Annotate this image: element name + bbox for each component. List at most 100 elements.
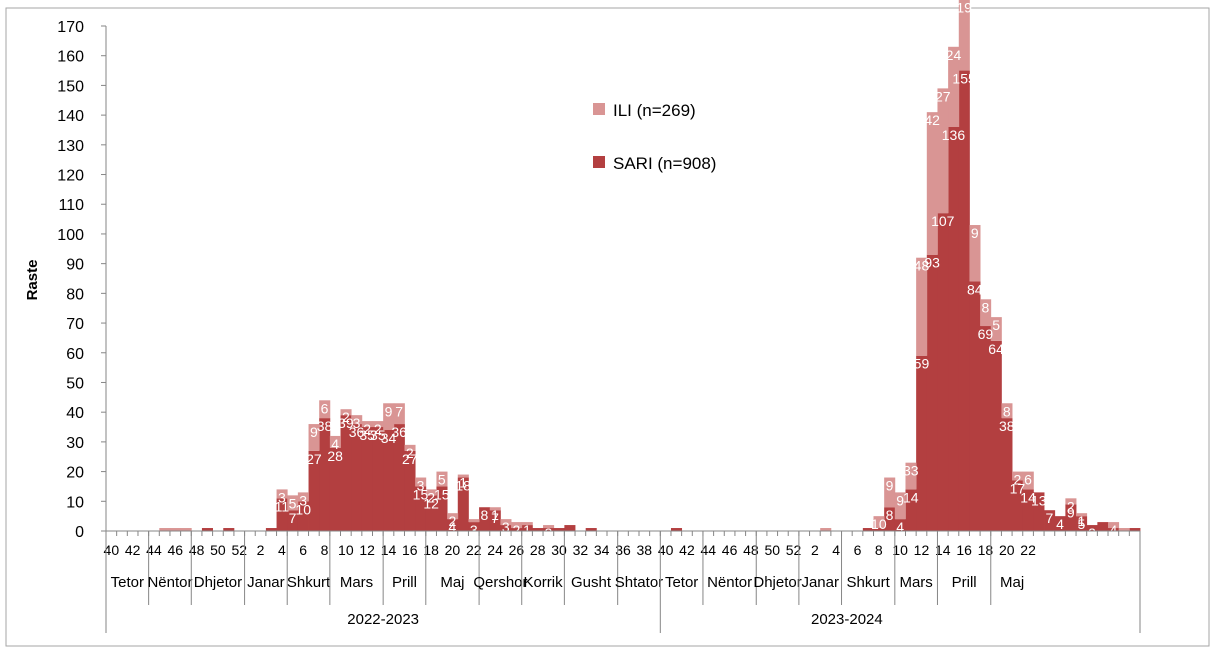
data-label-sari: 34: [381, 430, 397, 446]
month-label: Prill: [952, 574, 977, 591]
bar-ili: [916, 257, 928, 356]
data-label-ili: 2: [374, 421, 382, 437]
bar-ili: [990, 317, 1002, 341]
bar-ili: [468, 519, 480, 523]
bar-sari: [905, 489, 917, 531]
bar-sari: [489, 510, 501, 531]
week-tick-label: 42: [125, 542, 141, 558]
bar-sari: [1097, 522, 1109, 531]
data-label-sari: 7: [289, 510, 297, 526]
week-tick-label: 10: [892, 542, 908, 558]
data-label-sari: 155: [952, 71, 976, 87]
bar-ili: [500, 519, 512, 526]
bar-sari: [894, 519, 906, 531]
bar-ili: [361, 421, 373, 428]
data-label-ili: 2: [427, 489, 435, 505]
data-label-sari: 12: [423, 495, 439, 511]
bar-ili: [159, 528, 171, 531]
bar-sari: [1076, 516, 1088, 531]
bar-ili: [521, 522, 533, 526]
bar-ili: [926, 112, 938, 255]
week-tick-label: 18: [423, 542, 439, 558]
week-tick-label: 48: [189, 542, 205, 558]
data-label-sari: 35: [370, 427, 386, 443]
y-tick-label: 0: [75, 524, 84, 541]
data-label-sari: 14: [903, 489, 919, 505]
bar-ili: [340, 409, 352, 416]
bar-ili: [319, 400, 331, 419]
y-tick-label: 30: [66, 435, 84, 452]
month-label: Mars: [899, 574, 932, 591]
data-label-ili: 27: [935, 88, 951, 104]
bar-sari: [884, 507, 896, 531]
bar-sari: [308, 450, 320, 531]
bar-sari: [1033, 492, 1045, 531]
bar-ili: [884, 477, 896, 508]
week-tick-label: 6: [854, 542, 862, 558]
data-label-ili: 3: [278, 489, 286, 505]
bar-sari: [1065, 504, 1077, 531]
data-label-ili: 4: [331, 436, 339, 452]
data-label-ili: 5: [438, 472, 446, 488]
data-label-sari: 27: [402, 451, 418, 467]
data-label-sari: 17: [1010, 481, 1026, 497]
month-label: Shtator: [615, 574, 663, 591]
week-tick-label: 6: [299, 542, 307, 558]
bar-sari: [383, 430, 395, 531]
data-label-ili: 8: [982, 299, 990, 315]
bar-sari: [372, 427, 384, 531]
month-label: Shkurt: [287, 574, 331, 591]
data-label-sari: 9: [1067, 504, 1075, 520]
week-tick-label: 42: [679, 542, 695, 558]
week-tick-label: 4: [278, 542, 286, 558]
data-label-sari: 11: [275, 498, 290, 514]
data-label-sari: 2: [1088, 525, 1096, 541]
bar-sari: [937, 213, 949, 531]
bar-sari: [1129, 528, 1141, 531]
data-label-ili: 48: [914, 258, 930, 274]
bar-sari: [990, 340, 1002, 531]
y-axis: 0 10 20 30 40 50 60 70 80 90 100 110 120 130 140 150 160…: [57, 19, 107, 541]
bar-ili: [297, 492, 309, 502]
bar-sari: [436, 486, 448, 531]
data-label-ili: 3: [353, 415, 361, 431]
bar-sari: [1054, 516, 1066, 531]
week-tick-label: 18: [978, 542, 994, 558]
bar-sari: [980, 326, 992, 531]
legend-label-sari: SARI (n=908): [613, 154, 716, 173]
bar-ili: [1001, 403, 1013, 419]
bar-sari: [457, 477, 469, 531]
y-tick-label: 110: [58, 197, 84, 214]
data-label-ili: 9: [971, 225, 979, 241]
x-axis: 40 42 44 46 48 50 52 2 4 6 8 10 12 14 16 18 20 22 24 26 28 30…: [104, 530, 1141, 633]
bar-sari: [948, 127, 960, 531]
bar-ili: [1118, 528, 1130, 531]
bar-ili: [894, 492, 906, 520]
bar-sari: [1108, 528, 1120, 531]
bar-sari: [1044, 510, 1056, 531]
week-tick-label: 22: [1020, 542, 1036, 558]
bar-sari: [969, 281, 981, 531]
bar-sari: [223, 528, 235, 531]
month-label: Dhjetor: [753, 574, 801, 591]
chart-border: [5, 7, 1210, 647]
data-label-ili: 5: [992, 317, 1000, 333]
data-label-sari: 64: [988, 341, 1004, 357]
bar-ili: [905, 462, 917, 490]
bar-sari: [916, 355, 928, 531]
bar-ili: [308, 424, 320, 451]
bar-ili: [329, 435, 341, 448]
bar-sari: [319, 418, 331, 531]
data-label-sari: 39: [338, 415, 354, 431]
bar-sari: [958, 70, 970, 531]
bar-sari: [201, 528, 213, 531]
bar-sari: [873, 528, 885, 531]
data-label-sari: 15: [413, 486, 429, 502]
data-label-ili: 6: [321, 400, 329, 416]
week-tick-label: 12: [359, 542, 375, 558]
bar-sari: [1001, 418, 1013, 531]
bar-sari: [862, 528, 874, 531]
week-tick-label: 20: [445, 542, 461, 558]
week-tick-label: 14: [381, 542, 397, 558]
bar-ili: [937, 88, 949, 214]
